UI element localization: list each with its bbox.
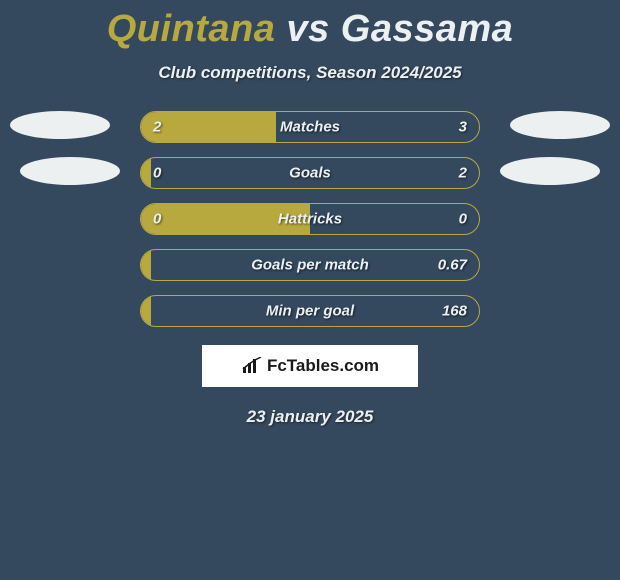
bar-left-fill [141, 250, 151, 280]
comparison-title: Quintana vs Gassama [0, 0, 620, 51]
metric-row: 168 Min per goal [0, 295, 620, 327]
decor-ellipse [500, 157, 600, 185]
vs-text: vs [286, 8, 329, 50]
metric-label: Matches [280, 119, 340, 136]
metric-right-value: 168 [442, 303, 467, 320]
logo-text: FcTables.com [267, 356, 379, 376]
metric-bar: 0.67 Goals per match [140, 249, 480, 281]
metric-bar: 0 2 Goals [140, 157, 480, 189]
bar-chart-icon [241, 357, 263, 375]
date-label: 23 january 2025 [0, 407, 620, 427]
bar-left-fill [141, 158, 151, 188]
metric-right-value: 2 [459, 165, 467, 182]
metric-right-value: 0 [459, 211, 467, 228]
metric-left-value: 0 [153, 165, 161, 182]
subtitle: Club competitions, Season 2024/2025 [0, 63, 620, 83]
metric-row: 0.67 Goals per match [0, 249, 620, 281]
comparison-chart: 2 3 Matches 0 2 Goals 0 0 Hattricks 0.67 Goals per… [0, 111, 620, 327]
metric-label: Goals per match [251, 257, 369, 274]
metric-right-value: 0.67 [438, 257, 467, 274]
metric-bar: 0 0 Hattricks [140, 203, 480, 235]
decor-ellipse [510, 111, 610, 139]
player2-name: Gassama [341, 8, 514, 50]
metric-label: Min per goal [266, 303, 354, 320]
logo-box: FcTables.com [202, 345, 418, 387]
metric-left-value: 0 [153, 211, 161, 228]
metric-row: 0 0 Hattricks [0, 203, 620, 235]
metric-bar: 168 Min per goal [140, 295, 480, 327]
metric-right-value: 3 [459, 119, 467, 136]
metric-label: Hattricks [278, 211, 342, 228]
player1-name: Quintana [107, 8, 276, 50]
decor-ellipse [20, 157, 120, 185]
bar-left-fill [141, 296, 151, 326]
metric-label: Goals [289, 165, 331, 182]
metric-left-value: 2 [153, 119, 161, 136]
decor-ellipse [10, 111, 110, 139]
metric-bar: 2 3 Matches [140, 111, 480, 143]
